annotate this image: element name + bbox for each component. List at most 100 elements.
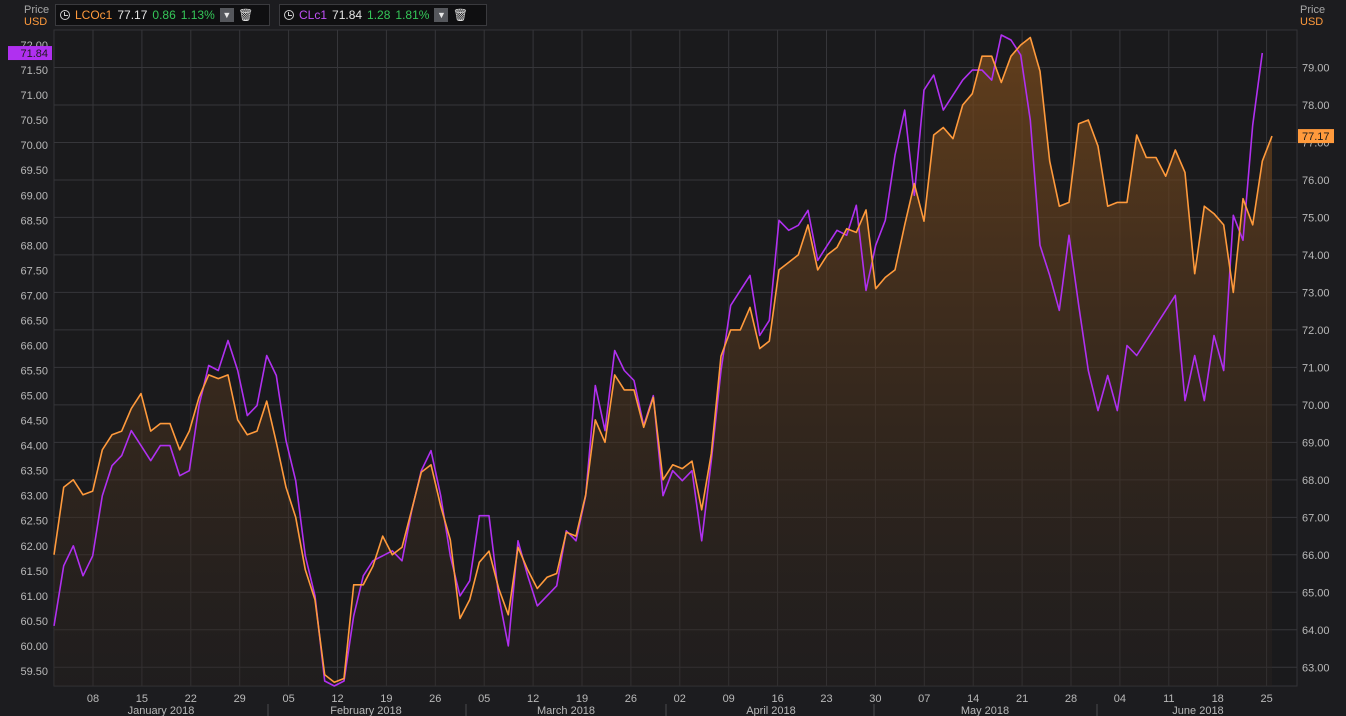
right-axis-header: Price USD [1300, 4, 1325, 28]
chevron-down-icon[interactable]: ▼ [434, 8, 449, 22]
brent-area-fill [54, 37, 1272, 686]
right-tick-label: 63.00 [1302, 662, 1330, 674]
brent-area [54, 37, 1272, 686]
left-tick-label: 71.00 [20, 90, 48, 102]
left-tick-label: 60.50 [20, 616, 48, 628]
clock-icon [60, 10, 70, 20]
left-tick-label: 66.00 [20, 340, 48, 352]
x-tick-label: 12 [331, 693, 343, 705]
x-tick-label: 11 [1163, 693, 1174, 705]
left-tick-label: 64.50 [20, 416, 48, 428]
left-tick-label: 67.00 [20, 290, 48, 302]
x-tick-label: 08 [87, 693, 99, 705]
legend-brent-pct: 1.13% [180, 8, 215, 22]
last-value-tag-lcoc1 [1298, 129, 1334, 144]
left-tick-label: 62.50 [20, 516, 48, 528]
right-tick-label: 66.00 [1302, 550, 1330, 562]
left-tick-label: 63.00 [20, 491, 48, 503]
right-tick-label: 69.00 [1302, 437, 1330, 449]
left-tick-label: 59.50 [20, 666, 48, 678]
legend-brent-ric: LCOc1 [75, 8, 113, 22]
left-tick-label: 66.50 [20, 315, 48, 327]
x-tick-label: 16 [771, 693, 783, 705]
x-tick-label: 30 [869, 693, 881, 705]
left-tick-label: 70.00 [20, 140, 48, 152]
right-tick-label: 73.00 [1302, 287, 1330, 299]
left-tick-label: 68.50 [20, 215, 48, 227]
chevron-down-icon[interactable]: ▼ [219, 8, 234, 22]
legend-brent-last: 77.17 [117, 8, 148, 22]
trash-icon[interactable]: 🗑 [238, 8, 254, 22]
right-tick-label: 67.00 [1302, 512, 1330, 524]
left-tick-label: 70.50 [20, 115, 48, 127]
legend-brent[interactable]: LCOc1 77.17 0.86 1.13% ▼ 🗑 [55, 4, 270, 26]
month-label: February 2018 [330, 705, 402, 716]
legend-wti-last: 71.84 [332, 8, 363, 22]
legend-wti[interactable]: CLc1 71.84 1.28 1.81% ▼ 🗑 [279, 4, 487, 26]
last-value-tags: 71.84 77.17 [8, 46, 1334, 144]
x-tick-label: 09 [723, 693, 735, 705]
x-tick-label: 19 [380, 693, 392, 705]
legend-wti-ric: CLc1 [299, 8, 328, 22]
series-line-lcoc1 [53, 36, 1273, 684]
left-tick-label: 60.00 [20, 641, 48, 653]
right-tick-label: 78.00 [1302, 100, 1330, 112]
left-tick-label: 65.00 [20, 391, 48, 403]
right-tick-label: 64.00 [1302, 625, 1330, 637]
legend-wti-change: 1.28 [367, 8, 391, 22]
x-axis: 08 15 22 29 05 12 19 26 05 12 19 26 02 09 16 23 30 07 14 21… [87, 693, 1273, 716]
left-tick-label: 69.50 [20, 165, 48, 177]
left-tick-label: 67.50 [20, 265, 48, 277]
right-tick-label: 70.00 [1302, 400, 1330, 412]
left-tick-label: 69.00 [20, 190, 48, 202]
x-tick-label: 23 [820, 693, 832, 705]
right-tick-label: 76.00 [1302, 175, 1330, 187]
right-tick-label: 71.00 [1302, 362, 1330, 374]
x-tick-label: 26 [429, 693, 441, 705]
left-tick-label: 62.00 [20, 541, 48, 553]
left-axis-price-label: Price [24, 4, 50, 16]
month-label: January 2018 [128, 705, 195, 716]
right-axis-unit-label: USD [1300, 16, 1324, 28]
clock-icon [284, 10, 294, 20]
x-tick-label: 26 [625, 693, 637, 705]
right-tick-label: 65.00 [1302, 587, 1330, 599]
legend-wti-pct: 1.81% [395, 8, 430, 22]
x-tick-label: 05 [478, 693, 490, 705]
x-tick-label: 05 [282, 693, 294, 705]
left-tick-label: 61.50 [20, 566, 48, 578]
legend-brent-change: 0.86 [152, 8, 176, 22]
x-tick-label: 21 [1016, 693, 1028, 705]
x-tick-label: 04 [1114, 693, 1126, 705]
left-tick-label: 71.50 [20, 65, 48, 77]
series-line-clc1 [53, 34, 1264, 687]
x-tick-label: 12 [527, 693, 539, 705]
left-axis-unit-label: USD [24, 16, 48, 28]
x-tick-label: 02 [674, 693, 686, 705]
left-tick-label: 63.50 [20, 466, 48, 478]
x-tick-label: 07 [918, 693, 930, 705]
left-tick-label: 68.00 [20, 240, 48, 252]
right-tick-label: 75.00 [1302, 212, 1330, 224]
right-tick-label: 74.00 [1302, 250, 1330, 262]
x-tick-label: 28 [1065, 693, 1077, 705]
right-tick-label: 68.00 [1302, 475, 1330, 487]
series-lines [53, 34, 1273, 687]
left-axis-header: Price USD [24, 4, 49, 28]
last-value-tag-lcoc1-label: 77.17 [1302, 131, 1330, 143]
x-tick-label: 22 [185, 693, 197, 705]
month-label: March 2018 [537, 705, 595, 716]
x-tick-label: 18 [1212, 693, 1224, 705]
month-label: June 2018 [1172, 705, 1223, 716]
left-tick-label: 61.00 [20, 591, 48, 603]
x-tick-label: 19 [576, 693, 588, 705]
month-label: April 2018 [746, 705, 796, 716]
trash-icon[interactable]: 🗑 [452, 8, 469, 22]
last-value-tag-clc1 [8, 46, 52, 61]
left-tick-label: 64.00 [20, 441, 48, 453]
right-tick-label: 79.00 [1302, 62, 1330, 74]
x-tick-label: 14 [967, 693, 979, 705]
last-value-tag-clc1-label: 71.84 [20, 48, 48, 60]
x-tick-label: 29 [234, 693, 246, 705]
